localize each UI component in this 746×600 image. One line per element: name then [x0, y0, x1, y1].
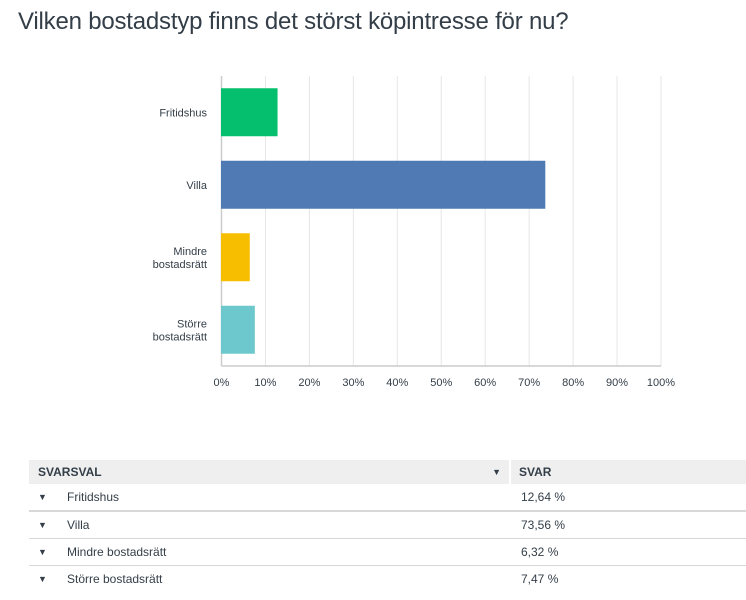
response-value: 12,64 % [521, 490, 566, 504]
table-row[interactable]: ▼ Fritidshus 12,64 % [29, 484, 746, 512]
bar[interactable] [221, 160, 546, 209]
chart-gridlines [220, 76, 662, 366]
table-row[interactable]: ▼ Mindre bostadsrätt 6,32 % [29, 539, 746, 566]
x-tick-label: 0% [214, 377, 230, 389]
results-table: SVARSVAL ▼ SVAR ▼ Fritidshus 12,64 % ▼ Villa… [29, 460, 746, 592]
choice-cell: ▼ Större bostadsrätt [29, 572, 513, 586]
x-tick-label: 60% [474, 377, 496, 389]
chart-tick-labels: 0% 10% 20% 30% 40% 50% 60% 70% 80% 90% 100% [214, 377, 676, 389]
x-tick-label: 50% [430, 377, 452, 389]
response-value: 7,47 % [521, 572, 559, 586]
table-row[interactable]: ▼ Villa 73,56 % [29, 512, 746, 539]
choice-label: Mindre bostadsrätt [67, 545, 167, 559]
x-tick-label: 30% [342, 377, 364, 389]
chart-category-labels: Fritidshus Villa Mindre bostadsrätt Större bo… [153, 107, 208, 343]
expand-caret-icon[interactable]: ▼ [38, 547, 47, 557]
choice-label: Större bostadsrätt [67, 572, 163, 586]
category-label: Mindre bostadsrätt [153, 246, 207, 271]
table-header: SVARSVAL ▼ SVAR [29, 460, 746, 484]
x-tick-label: 40% [386, 377, 408, 389]
sort-caret-icon[interactable]: ▼ [492, 467, 501, 477]
bar-chart: Fritidshus Villa Mindre bostadsrätt Större bo… [153, 76, 676, 389]
choice-label: Fritidshus [67, 490, 120, 504]
header-choice[interactable]: SVARSVAL ▼ [29, 460, 511, 484]
choice-cell: ▼ Mindre bostadsrätt [29, 545, 513, 559]
bar[interactable] [221, 233, 250, 282]
expand-caret-icon[interactable]: ▼ [38, 492, 47, 502]
x-tick-label: 80% [562, 377, 584, 389]
response-value: 6,32 % [521, 545, 559, 559]
x-tick-label: 90% [606, 377, 628, 389]
choice-label: Villa [67, 518, 90, 532]
choice-cell: ▼ Fritidshus [29, 490, 513, 504]
bar[interactable] [221, 305, 255, 354]
header-choice-label: SVARSVAL [38, 465, 102, 479]
chart-bars [221, 88, 546, 354]
expand-caret-icon[interactable]: ▼ [38, 574, 47, 584]
response-value: 73,56 % [521, 518, 566, 532]
category-label: Villa [186, 180, 207, 192]
category-label: Fritidshus [159, 107, 207, 119]
x-tick-label: 100% [647, 377, 675, 389]
header-response[interactable]: SVAR [519, 465, 552, 479]
x-tick-label: 70% [518, 377, 540, 389]
x-tick-label: 20% [298, 377, 320, 389]
x-tick-label: 10% [254, 377, 276, 389]
category-label: Större bostadsrätt [153, 318, 207, 343]
choice-cell: ▼ Villa [29, 518, 513, 532]
question-title: Vilken bostadstyp finns det störst köpin… [18, 8, 569, 35]
expand-caret-icon[interactable]: ▼ [38, 520, 47, 530]
table-row[interactable]: ▼ Större bostadsrätt 7,47 % [29, 566, 746, 592]
bar[interactable] [221, 88, 278, 137]
